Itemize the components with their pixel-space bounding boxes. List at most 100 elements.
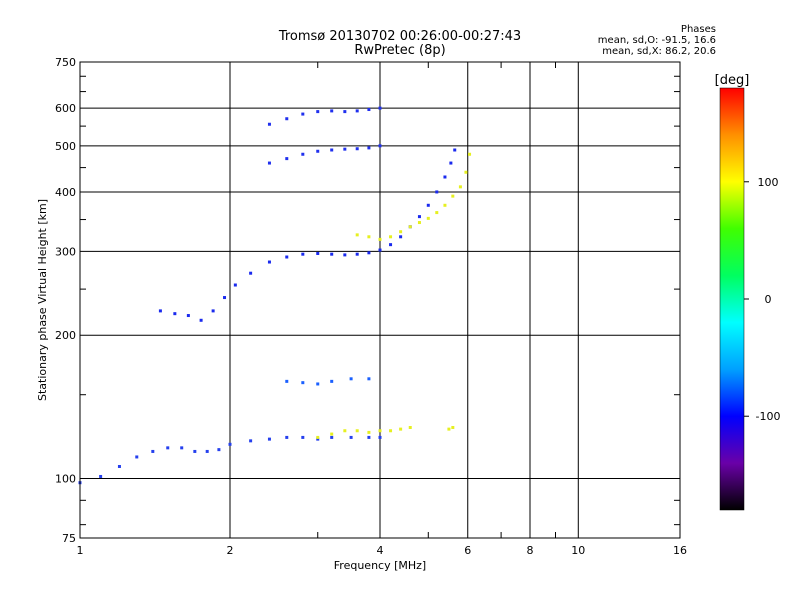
echo-point — [211, 309, 215, 313]
echo-point — [417, 215, 421, 219]
echo-point — [408, 425, 412, 429]
x-tick-label: 1 — [77, 544, 84, 557]
echo-point — [453, 148, 457, 152]
echo-point — [199, 318, 203, 322]
colorbar-tick-label: 100 — [758, 176, 779, 189]
echo-point — [389, 429, 393, 433]
echo-point — [355, 252, 359, 256]
phase-heading: Phases — [680, 24, 716, 35]
echo-point — [378, 248, 382, 252]
echo-point — [301, 152, 305, 156]
x-tick-label: 4 — [377, 544, 384, 557]
echo-point — [233, 283, 237, 287]
echo-point — [355, 233, 359, 237]
colorbar-label: [deg] — [715, 73, 750, 88]
echo-point — [399, 427, 403, 431]
echo-point — [378, 435, 382, 439]
x-tick-label: 2 — [227, 544, 234, 557]
echo-point — [330, 432, 334, 436]
colorbar-tick-label: 0 — [765, 293, 772, 306]
echo-point — [330, 148, 334, 152]
echo-point — [426, 216, 430, 220]
echo-point — [267, 260, 271, 264]
echo-point — [451, 194, 455, 198]
echo-point — [349, 435, 353, 439]
echo-point — [355, 429, 359, 433]
echo-point — [378, 106, 382, 110]
echo-point — [330, 435, 334, 439]
phase-stats-o: mean, sd,O: -91.5, 16.6 — [597, 35, 716, 46]
echo-point — [186, 314, 190, 318]
grid — [80, 62, 680, 538]
y-tick-label: 750 — [55, 56, 76, 69]
echo-point — [285, 435, 289, 439]
phase-stats-x: mean, sd,X: 86.2, 20.6 — [602, 46, 716, 57]
echo-point — [330, 109, 334, 113]
echo-point — [378, 237, 382, 241]
echo-point — [378, 144, 382, 148]
echo-point — [449, 161, 453, 165]
echo-point — [367, 108, 371, 112]
echo-point — [349, 377, 353, 381]
y-tick-label: 400 — [55, 186, 76, 199]
echo-point — [330, 252, 334, 256]
axes: 1 2 4 6 8 10 16 75 100 200 300 400 500 600 750 — [55, 56, 687, 557]
echo-point — [367, 146, 371, 150]
echo-point — [367, 435, 371, 439]
chart-title: Tromsø 20130702 00:26:00-00:27:43 — [278, 29, 522, 44]
echo-point — [316, 437, 320, 441]
echo-point — [151, 449, 155, 453]
plot-frame — [79, 61, 681, 539]
echo-point — [426, 203, 430, 207]
echo-point — [447, 427, 451, 431]
echo-point — [285, 379, 289, 383]
echo-point — [435, 211, 439, 215]
echo-point — [267, 437, 271, 441]
echo-point — [267, 122, 271, 126]
colorbar-gradient — [719, 87, 745, 511]
echo-point — [355, 147, 359, 151]
echo-point — [464, 170, 468, 174]
echo-point — [343, 429, 347, 433]
y-axis-label: Stationary phase Virtual Height [km] — [36, 199, 49, 401]
echo-point — [193, 449, 197, 453]
x-tick-label: 8 — [527, 544, 534, 557]
echo-point — [378, 429, 382, 433]
x-axis-label: Frequency [MHz] — [334, 559, 426, 572]
echo-point — [389, 243, 393, 247]
echo-point — [367, 235, 371, 239]
echo-point — [301, 112, 305, 116]
echo-point — [367, 251, 371, 255]
echo-point — [399, 230, 403, 234]
echo-point — [435, 190, 439, 194]
echo-point — [228, 442, 232, 446]
echo-point — [443, 203, 447, 207]
y-tick-label: 600 — [55, 102, 76, 115]
echo-point — [458, 185, 462, 189]
echo-point — [367, 377, 371, 381]
echo-point — [316, 110, 320, 114]
echo-point — [180, 446, 184, 450]
echo-point — [343, 110, 347, 114]
echo-point — [355, 109, 359, 113]
x-tick-label: 16 — [673, 544, 687, 557]
echo-point — [316, 435, 320, 439]
echo-point — [301, 381, 305, 385]
echo-point — [468, 152, 472, 156]
echo-point — [285, 117, 289, 121]
echo-point — [316, 251, 320, 255]
echo-points — [78, 106, 472, 485]
echo-point — [217, 448, 221, 452]
echo-point — [285, 157, 289, 161]
echo-point — [135, 455, 139, 459]
x-tick-label: 6 — [464, 544, 471, 557]
x-tick-label: 10 — [571, 544, 585, 557]
echo-point — [223, 296, 227, 300]
chart-subtitle: RwPretec (8p) — [354, 43, 446, 58]
colorbar-tick-label: -100 — [756, 410, 781, 423]
colorbar: [deg] 100 0 -100 — [715, 73, 781, 511]
echo-point — [285, 255, 289, 259]
echo-point — [99, 474, 103, 478]
echo-point — [343, 147, 347, 151]
